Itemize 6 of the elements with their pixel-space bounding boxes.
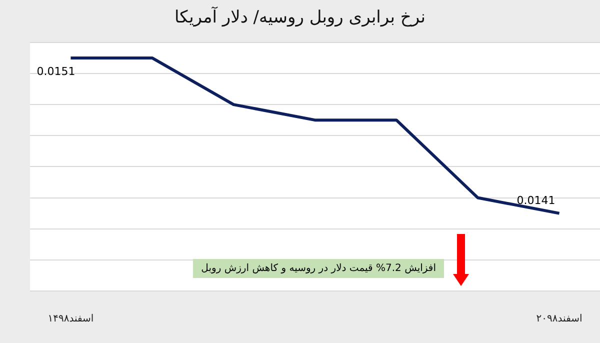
data-label: 0.0141 bbox=[516, 194, 556, 208]
x-tick-label: ۱۴اسفند۹۸ bbox=[48, 314, 94, 325]
data-label: 0.0151 bbox=[36, 64, 76, 78]
x-tick-label: ۲۰اسفند۹۸ bbox=[536, 314, 582, 325]
chart-title: نرخ برابری روبل روسیه/ دلار آمریکا bbox=[174, 6, 426, 28]
annotation: افزایش 7.2% قیمت دلار در روسیه و کاهش ارزش روبل bbox=[193, 259, 444, 278]
